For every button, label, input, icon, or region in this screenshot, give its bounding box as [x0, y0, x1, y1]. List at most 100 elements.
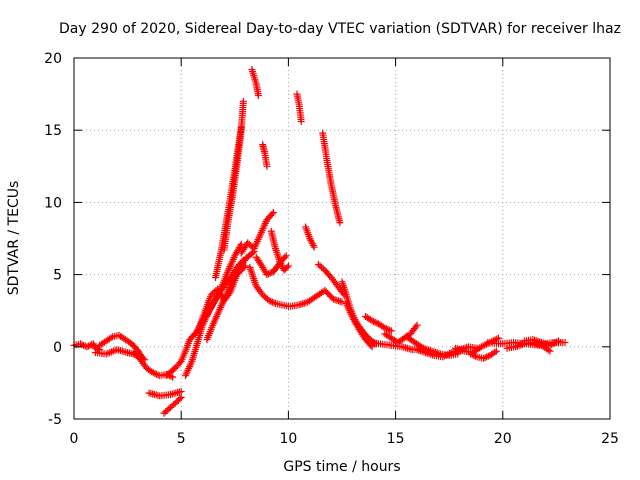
data-point — [546, 341, 554, 349]
x-tick-label: 25 — [601, 431, 619, 447]
data-point — [492, 347, 500, 355]
data-point — [297, 118, 305, 126]
data-point — [467, 350, 475, 358]
series-arc-19 — [293, 90, 305, 126]
data-point — [268, 210, 276, 218]
y-tick-label: 5 — [53, 268, 62, 284]
series-arc-5 — [145, 388, 185, 400]
data-point — [412, 323, 420, 331]
data-point — [551, 339, 559, 347]
y-tick-label: 20 — [44, 51, 62, 67]
x-tick-label: 5 — [177, 431, 186, 447]
data-point — [308, 240, 316, 248]
data-point — [263, 162, 271, 170]
data-point — [561, 338, 569, 346]
data-point — [491, 336, 499, 344]
data-point — [310, 243, 318, 251]
data-point — [479, 342, 487, 350]
data-point — [481, 354, 489, 362]
series-arc-21 — [319, 129, 344, 227]
series-arc-14 — [259, 141, 271, 170]
data-point — [265, 270, 273, 278]
data-point — [78, 341, 86, 349]
data-point — [169, 373, 177, 381]
data-point — [284, 262, 292, 270]
data-point — [177, 393, 185, 401]
data-point — [176, 395, 184, 403]
data-point — [549, 340, 557, 348]
y-tick-label: 0 — [53, 340, 62, 356]
series-arc-35 — [520, 336, 563, 349]
x-tick-label: 20 — [494, 431, 512, 447]
data-point — [107, 334, 115, 342]
data-point — [282, 252, 290, 260]
y-axis-label: SDTVAR / TECUs — [6, 181, 22, 296]
data-point — [76, 340, 84, 348]
data-point — [265, 297, 273, 305]
x-axis-label: GPS time / hours — [283, 459, 400, 475]
data-point — [477, 343, 485, 351]
data-point — [307, 236, 315, 244]
series-arc-25 — [342, 299, 376, 351]
x-tick-label: 0 — [70, 431, 79, 447]
data-point — [555, 337, 563, 345]
data-point — [442, 351, 450, 359]
data-points — [70, 66, 569, 417]
series-arc-12 — [220, 97, 247, 254]
series-arc-24 — [338, 278, 380, 348]
series-arc-26 — [362, 312, 395, 335]
data-point — [553, 338, 561, 346]
series-arc-27 — [381, 321, 421, 346]
data-point — [338, 298, 346, 306]
data-point — [384, 325, 392, 333]
data-point — [270, 299, 278, 307]
series-arc-8 — [181, 240, 245, 380]
axis-ticks: 0 5 10 15 20 25 -5 0 5 10 15 20 — [44, 51, 619, 447]
data-point — [153, 370, 161, 378]
data-point — [80, 341, 88, 349]
data-point — [283, 263, 291, 271]
x-tick-label: 15 — [387, 431, 405, 447]
data-point — [548, 340, 556, 348]
data-point — [308, 238, 316, 246]
data-point — [276, 258, 284, 266]
data-point — [267, 297, 275, 305]
data-point — [468, 351, 476, 359]
plot-frame — [73, 57, 611, 420]
data-point — [440, 352, 448, 360]
data-point — [266, 269, 274, 277]
series-arc-10 — [203, 247, 258, 344]
series-arc-18 — [267, 227, 292, 274]
data-point — [149, 369, 157, 377]
data-point — [483, 340, 491, 348]
data-point — [83, 343, 91, 351]
chart-title: Day 290 of 2020, Sidereal Day-to-day VTE… — [59, 21, 621, 37]
data-point — [368, 317, 376, 325]
data-point — [382, 325, 390, 333]
data-point — [263, 271, 271, 279]
y-tick-label: 10 — [44, 195, 62, 211]
series-arc-4 — [130, 349, 177, 381]
y-tick-label: -5 — [48, 412, 62, 428]
x-tick-label: 10 — [279, 431, 297, 447]
data-point — [387, 327, 395, 335]
series-arc-16 — [246, 263, 292, 310]
series-arc-13 — [248, 66, 262, 100]
data-point — [386, 326, 394, 334]
series-arc-6 — [160, 393, 185, 417]
grid-lines — [74, 58, 610, 419]
data-point — [254, 92, 262, 100]
data-point — [151, 370, 159, 378]
data-point — [444, 350, 452, 358]
data-point — [483, 353, 491, 361]
data-point — [278, 261, 286, 269]
data-point — [446, 349, 454, 357]
data-point — [470, 351, 478, 359]
series-arc-32 — [467, 347, 500, 362]
data-point — [439, 353, 447, 361]
data-point — [268, 298, 276, 306]
data-point — [306, 235, 314, 242]
series-arc-20 — [302, 223, 318, 251]
data-point — [370, 318, 378, 326]
